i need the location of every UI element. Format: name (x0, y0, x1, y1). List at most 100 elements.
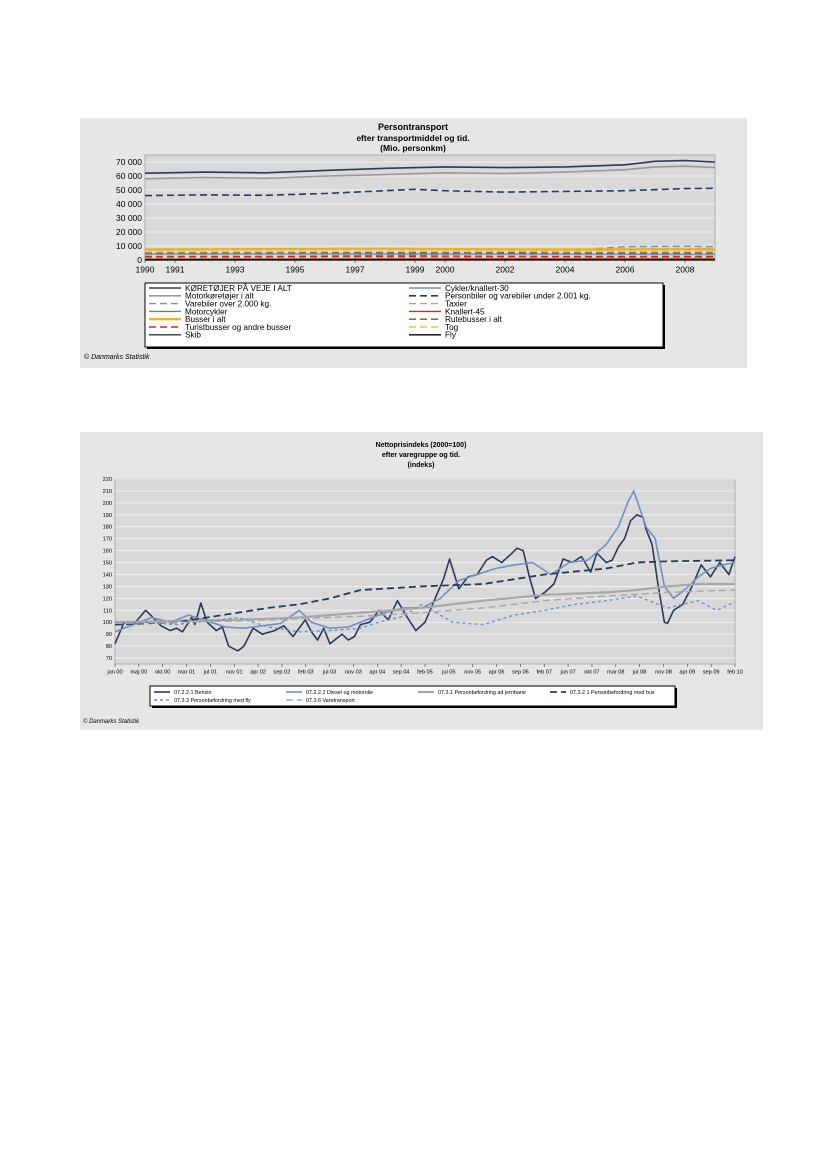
chart-subtitle: efter transportmiddel og tid. (356, 133, 469, 143)
legend-label: 07.3.6 Varetransport (306, 698, 355, 704)
credit-text: © Danmarks Statistik (83, 718, 140, 725)
legend-label: Rutebusser i alt (445, 315, 503, 324)
y-tick-label: 170 (103, 537, 112, 543)
x-tick-label: okt 00 (155, 670, 170, 676)
legend-box (149, 685, 676, 707)
x-tick-label: 1991 (166, 265, 185, 275)
y-tick-label: 190 (103, 513, 112, 519)
x-tick-label: sep 02 (274, 670, 291, 676)
series-line-6 (114, 589, 736, 625)
y-tick-label: 150 (103, 561, 112, 567)
x-tick-label: nov 05 (464, 670, 481, 676)
x-tick-label: apr 04 (369, 670, 385, 676)
legend-label: Knallert-45 (445, 307, 485, 316)
x-tick-label: sep 09 (703, 670, 720, 676)
chart-title: Nettoprisindeks (2000=100) (376, 442, 467, 449)
plot-area: 220 210 200 190 180 170 160 150 140 130 120 110 100 9… (103, 477, 743, 708)
plot-background (114, 478, 736, 665)
x-tick-label: 1999 (406, 265, 425, 275)
x-tick-label: jul 01 (203, 670, 217, 676)
x-tick-label: maj 00 (130, 670, 147, 676)
chart-nettoprisindeks: Nettoprisindeks (2000=100) efter varegru… (83, 442, 743, 725)
legend-label: Skib (185, 331, 201, 340)
y-tick-label: 90 (106, 632, 112, 638)
x-tick-label: mar 08 (607, 670, 624, 676)
y-tick-label: 40 000 (116, 199, 142, 209)
x-tick-label: jan 00 (106, 670, 122, 676)
legend-label: Tog (445, 323, 459, 332)
legend: KØRETØJER PÅ VEJE I ALT Cykler/knallert-3… (144, 282, 665, 349)
x-tick-label: apr 09 (679, 670, 695, 676)
series-line-3 (144, 165, 716, 180)
legend-label: Fly (445, 331, 457, 340)
legend-label: KØRETØJER PÅ VEJE I ALT (185, 283, 292, 293)
credit-text: © Danmarks Statistik (84, 353, 150, 361)
series-line-4 (144, 187, 716, 197)
plot-area: 70 000 60 000 50 000 40 000 30 000 20 000 10 0… (116, 154, 716, 349)
series-line-3 (114, 582, 735, 624)
y-tick-label: 100 (103, 620, 112, 626)
y-tick-label: 200 (103, 501, 112, 507)
legend-label: 07.3.2.1 Personbefordring med bus (570, 690, 655, 696)
legend-label: Busser i alt (185, 315, 226, 324)
legend-label: Motorkøretøjer i alt (185, 292, 254, 301)
y-tick-label: 140 (103, 572, 112, 578)
x-tick-label: nov 01 (226, 670, 243, 676)
x-tick-label: apr 06 (489, 670, 505, 676)
x-tick-label: sep 06 (512, 670, 529, 676)
x-tick-label: 1997 (346, 265, 365, 275)
legend-label: Motorcykler (185, 307, 228, 316)
chart-subtitle: efter varegruppe og tid. (382, 452, 460, 459)
x-tick-label: nov 03 (345, 670, 362, 676)
x-tick-label: mar 01 (178, 670, 195, 676)
x-tick-label: feb 10 (727, 670, 743, 676)
x-tick-label: jul 03 (322, 670, 336, 676)
x-tick-label: 1993 (226, 265, 245, 275)
y-tick-label: 220 (103, 477, 112, 483)
y-tick-label: 80 (106, 644, 112, 650)
x-tick-label: 2000 (436, 265, 455, 275)
x-tick-label: nov 08 (655, 670, 672, 676)
y-tick-label: 180 (103, 525, 112, 531)
x-tick-label: feb 05 (417, 670, 433, 676)
series-line-1 (144, 159, 716, 174)
series-line-4 (114, 559, 736, 626)
y-tick-label: 160 (103, 549, 112, 555)
x-tick-label: 1995 (286, 265, 305, 275)
legend-label: Taxier (445, 299, 467, 308)
y-tick-label: 0 (137, 255, 142, 265)
legend-label: Turistbusser og andre busser (185, 323, 291, 332)
y-tick-label: 70 000 (116, 157, 142, 167)
y-tick-label: 210 (103, 489, 112, 495)
plot-background (144, 154, 716, 261)
legend-label: 07.3.3 Personbefordring med fly (174, 698, 251, 704)
y-tick-label: 120 (103, 596, 112, 602)
x-tick-label: 1990 (136, 265, 155, 275)
chart-unit-label: (indeks) (408, 462, 435, 469)
legend-label: Cykler/knallert-30 (445, 284, 509, 293)
legend-label: 07.2.2.2 Diesel og motorolie (306, 690, 373, 696)
y-tick-label: 130 (103, 584, 112, 590)
x-tick-label: feb 03 (298, 670, 314, 676)
y-tick-label: 70 (106, 656, 112, 662)
series-line-12 (144, 250, 715, 253)
y-tick-label: 110 (103, 608, 112, 614)
x-tick-label: 2006 (616, 265, 635, 275)
x-tick-label: jul 05 (441, 670, 455, 676)
legend-box (144, 282, 664, 348)
x-tick-label: 2008 (676, 265, 695, 275)
chart-panel-nettoprisindeks: Nettoprisindeks (2000=100) efter varegru… (80, 432, 763, 730)
y-tick-label: 30 000 (116, 213, 142, 223)
chart-unit-label: (Mio. personkm) (380, 143, 446, 153)
x-tick-label: 2004 (556, 265, 575, 275)
x-tick-label: jun 07 (559, 670, 575, 676)
series-line-5 (115, 595, 736, 633)
legend-label: Varebiler over 2.000 kg. (185, 299, 271, 308)
legend-label: Personbiler og varebiler under 2.001 kg. (445, 292, 591, 301)
chart-persontransport: Persontransport efter transportmiddel og… (84, 122, 716, 361)
legend-label: 07.3.1 Personbefordring ad jernbane (438, 690, 526, 696)
x-tick-label: feb 07 (536, 670, 552, 676)
x-tick-label: okt 07 (584, 670, 599, 676)
chart-panel-persontransport: Persontransport efter transportmiddel og… (80, 118, 747, 368)
y-tick-label: 60 000 (116, 171, 142, 181)
